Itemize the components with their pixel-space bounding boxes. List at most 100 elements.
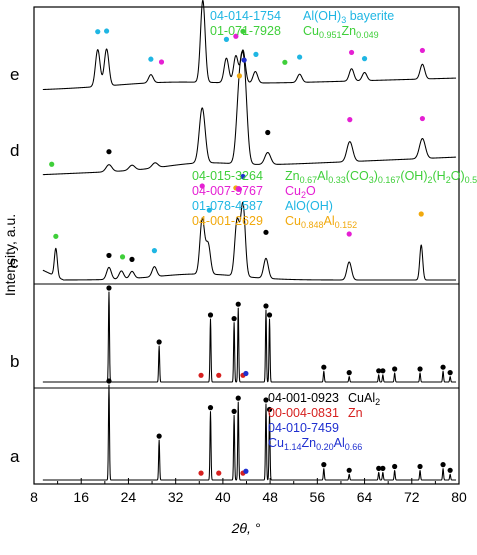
marker-magenta-c (236, 186, 243, 192)
legend-code: 04-007-9767 (192, 184, 263, 198)
legend-code: 01-078-4587 (192, 199, 263, 213)
marker-cyan-c (151, 248, 158, 254)
marker-cyan-e (253, 51, 259, 57)
x-tick-label: 8 (30, 489, 38, 505)
marker-black-b (380, 368, 386, 374)
marker-cyan-e (361, 56, 368, 62)
panel-label-a: a (10, 447, 20, 466)
marker-cyan-e (148, 56, 154, 62)
marker-black-a (447, 467, 453, 473)
marker-black-a (380, 465, 386, 471)
marker-black-c (106, 252, 112, 259)
marker-cyan-e (297, 54, 303, 60)
phase-legends: 04-014-1754 Al(OH)3 bayerite 01-071-7928 Cu… (192, 9, 477, 452)
legend-formula: CuAl2 (348, 391, 380, 407)
marker-black-a (440, 462, 446, 468)
marker-blue-a (243, 468, 249, 474)
x-axis: 8 16 24 32 40 48 56 64 72 80 (30, 478, 467, 505)
marker-black-b (231, 316, 237, 322)
marker-black-a (156, 433, 162, 439)
marker-cyan-c (206, 207, 212, 213)
legend-code: 01-071-7928 (210, 24, 281, 38)
marker-magenta-c (199, 183, 205, 189)
marker-black-b (346, 370, 352, 376)
legend-formula: Cu0.848Al0.152 (285, 214, 357, 230)
marker-black-b (392, 366, 398, 372)
legend-code: 04-010-7459 (268, 421, 339, 435)
marker-black-a (346, 467, 352, 473)
trace-d (42, 50, 457, 176)
plot-frame (33, 6, 460, 485)
marker-blue-c (240, 173, 246, 180)
marker-magenta-e (158, 59, 165, 65)
legend-formula: Cu2O (285, 184, 316, 200)
marker-magenta-d (419, 115, 426, 122)
marker-cyan-e (104, 28, 110, 34)
marker-black-b (156, 339, 162, 345)
marker-black-b (263, 303, 269, 309)
marker-cyan-e (95, 29, 101, 35)
marker-orange-c (418, 211, 424, 217)
marker-blue-b (243, 370, 249, 377)
marker-red-b (198, 372, 204, 378)
panel-label-d: d (10, 141, 19, 160)
xrd-traces (42, 0, 457, 481)
x-axis-label: 2θ, ° (231, 520, 261, 536)
trace-e (42, 0, 457, 91)
x-tick-label: 80 (451, 489, 467, 505)
legend-formula: Cu1.14Zn0.20Al0.66 (268, 436, 362, 452)
x-tick-label: 32 (168, 489, 184, 505)
x-tick-label: 16 (73, 489, 89, 505)
plot-border (33, 6, 460, 485)
marker-red-a (198, 470, 204, 476)
legend-formula: Zn0.67Al0.33(CO3)0.167(OH)2(H2O)0.5 (285, 169, 477, 185)
marker-black-b (235, 301, 241, 307)
legend-formula: Al(OH)3 bayerite (303, 9, 394, 25)
x-tick-label: 48 (262, 489, 278, 505)
marker-green-c (119, 254, 126, 260)
panel-label-e: e (10, 65, 19, 84)
legend-formula: AlO(OH) (285, 199, 333, 213)
marker-green-d (49, 161, 55, 167)
marker-black-b (440, 364, 446, 370)
marker-green-e (282, 59, 288, 65)
marker-red-b (216, 372, 222, 378)
marker-black-b (266, 312, 273, 318)
marker-black-a (231, 408, 237, 414)
legend-formula: Cu0.951Zn0.049 (303, 24, 379, 40)
marker-black-c (129, 256, 135, 262)
marker-black-b (106, 285, 112, 291)
marker-green-c (53, 233, 59, 239)
legend-formula: Zn (348, 406, 363, 420)
marker-black-a (392, 463, 398, 470)
trace-c (42, 201, 457, 281)
marker-black-b (321, 364, 327, 370)
marker-magenta-e (348, 49, 355, 56)
trace-a (42, 384, 457, 481)
panel-label-c: c (10, 253, 19, 272)
x-tick-label: 40 (215, 489, 231, 505)
trace-b (42, 291, 457, 383)
x-tick-label: 56 (310, 489, 326, 505)
marker-black-b (417, 366, 423, 372)
marker-black-a (106, 378, 112, 384)
marker-black-d (106, 149, 112, 155)
marker-green-e (240, 28, 246, 34)
panel-label-b: b (10, 352, 19, 371)
marker-black-d (265, 129, 271, 136)
marker-magenta-d (347, 117, 353, 123)
x-tick-label: 64 (357, 489, 373, 505)
legend-code: 04-015-3264 (192, 169, 263, 183)
phase-markers (49, 28, 453, 476)
panel-letters: a b c d e (10, 65, 20, 466)
marker-red-a (216, 470, 222, 476)
marker-blue-d (241, 57, 247, 63)
marker-black-a (321, 462, 327, 468)
legend-code: 04-014-1754 (210, 9, 281, 23)
marker-black-b (376, 368, 382, 374)
marker-black-a (266, 406, 273, 413)
marker-orange-d (236, 73, 243, 79)
marker-black-a (235, 395, 241, 401)
